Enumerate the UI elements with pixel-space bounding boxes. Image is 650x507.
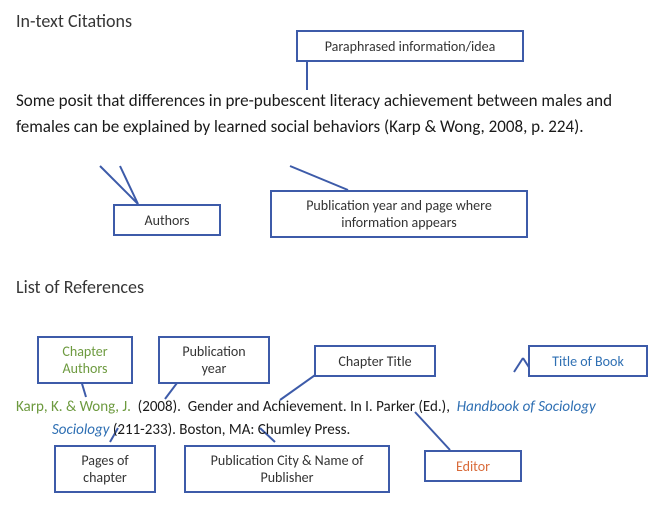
label-chapter-title: Chapter Title	[314, 345, 436, 377]
ref-pages-pub: (211-233). Boston, MA: Chumley Press.	[113, 421, 350, 439]
label-editor: Editor	[424, 450, 522, 482]
heading-intext-citations: In-text Citations	[16, 10, 132, 32]
label-paraphrased-info: Paraphrased information/idea	[296, 30, 524, 62]
label-pages-of-chapter: Pages of chapter	[54, 445, 156, 493]
ref-authors: Karp, K. & Wong, J.	[16, 398, 131, 416]
label-pub-year-page: Publication year and page where informat…	[270, 190, 528, 238]
label-chapter-authors: Chapter Authors	[37, 336, 133, 384]
label-pub-city-name: Publication City & Name of Publisher	[184, 445, 390, 493]
body-example-text: Some posit that differences in pre-pubes…	[16, 88, 616, 141]
reference-entry: Karp, K. & Wong, J. (2008). Gender and A…	[16, 396, 636, 419]
ref-chapter-title: Gender and Achievement. In I. Parker (Ed…	[188, 398, 450, 416]
reference-entry-line2: Sociology (211-233). Boston, MA: Chumley…	[52, 419, 632, 442]
ref-book-title: Handbook of Sociology	[457, 398, 596, 416]
label-authors: Authors	[113, 204, 221, 236]
label-title-of-book: Title of Book	[528, 345, 648, 377]
ref-year: (2008).	[138, 398, 181, 416]
heading-list-of-references: List of References	[16, 276, 144, 298]
label-publication-year: Publication year	[158, 336, 270, 384]
